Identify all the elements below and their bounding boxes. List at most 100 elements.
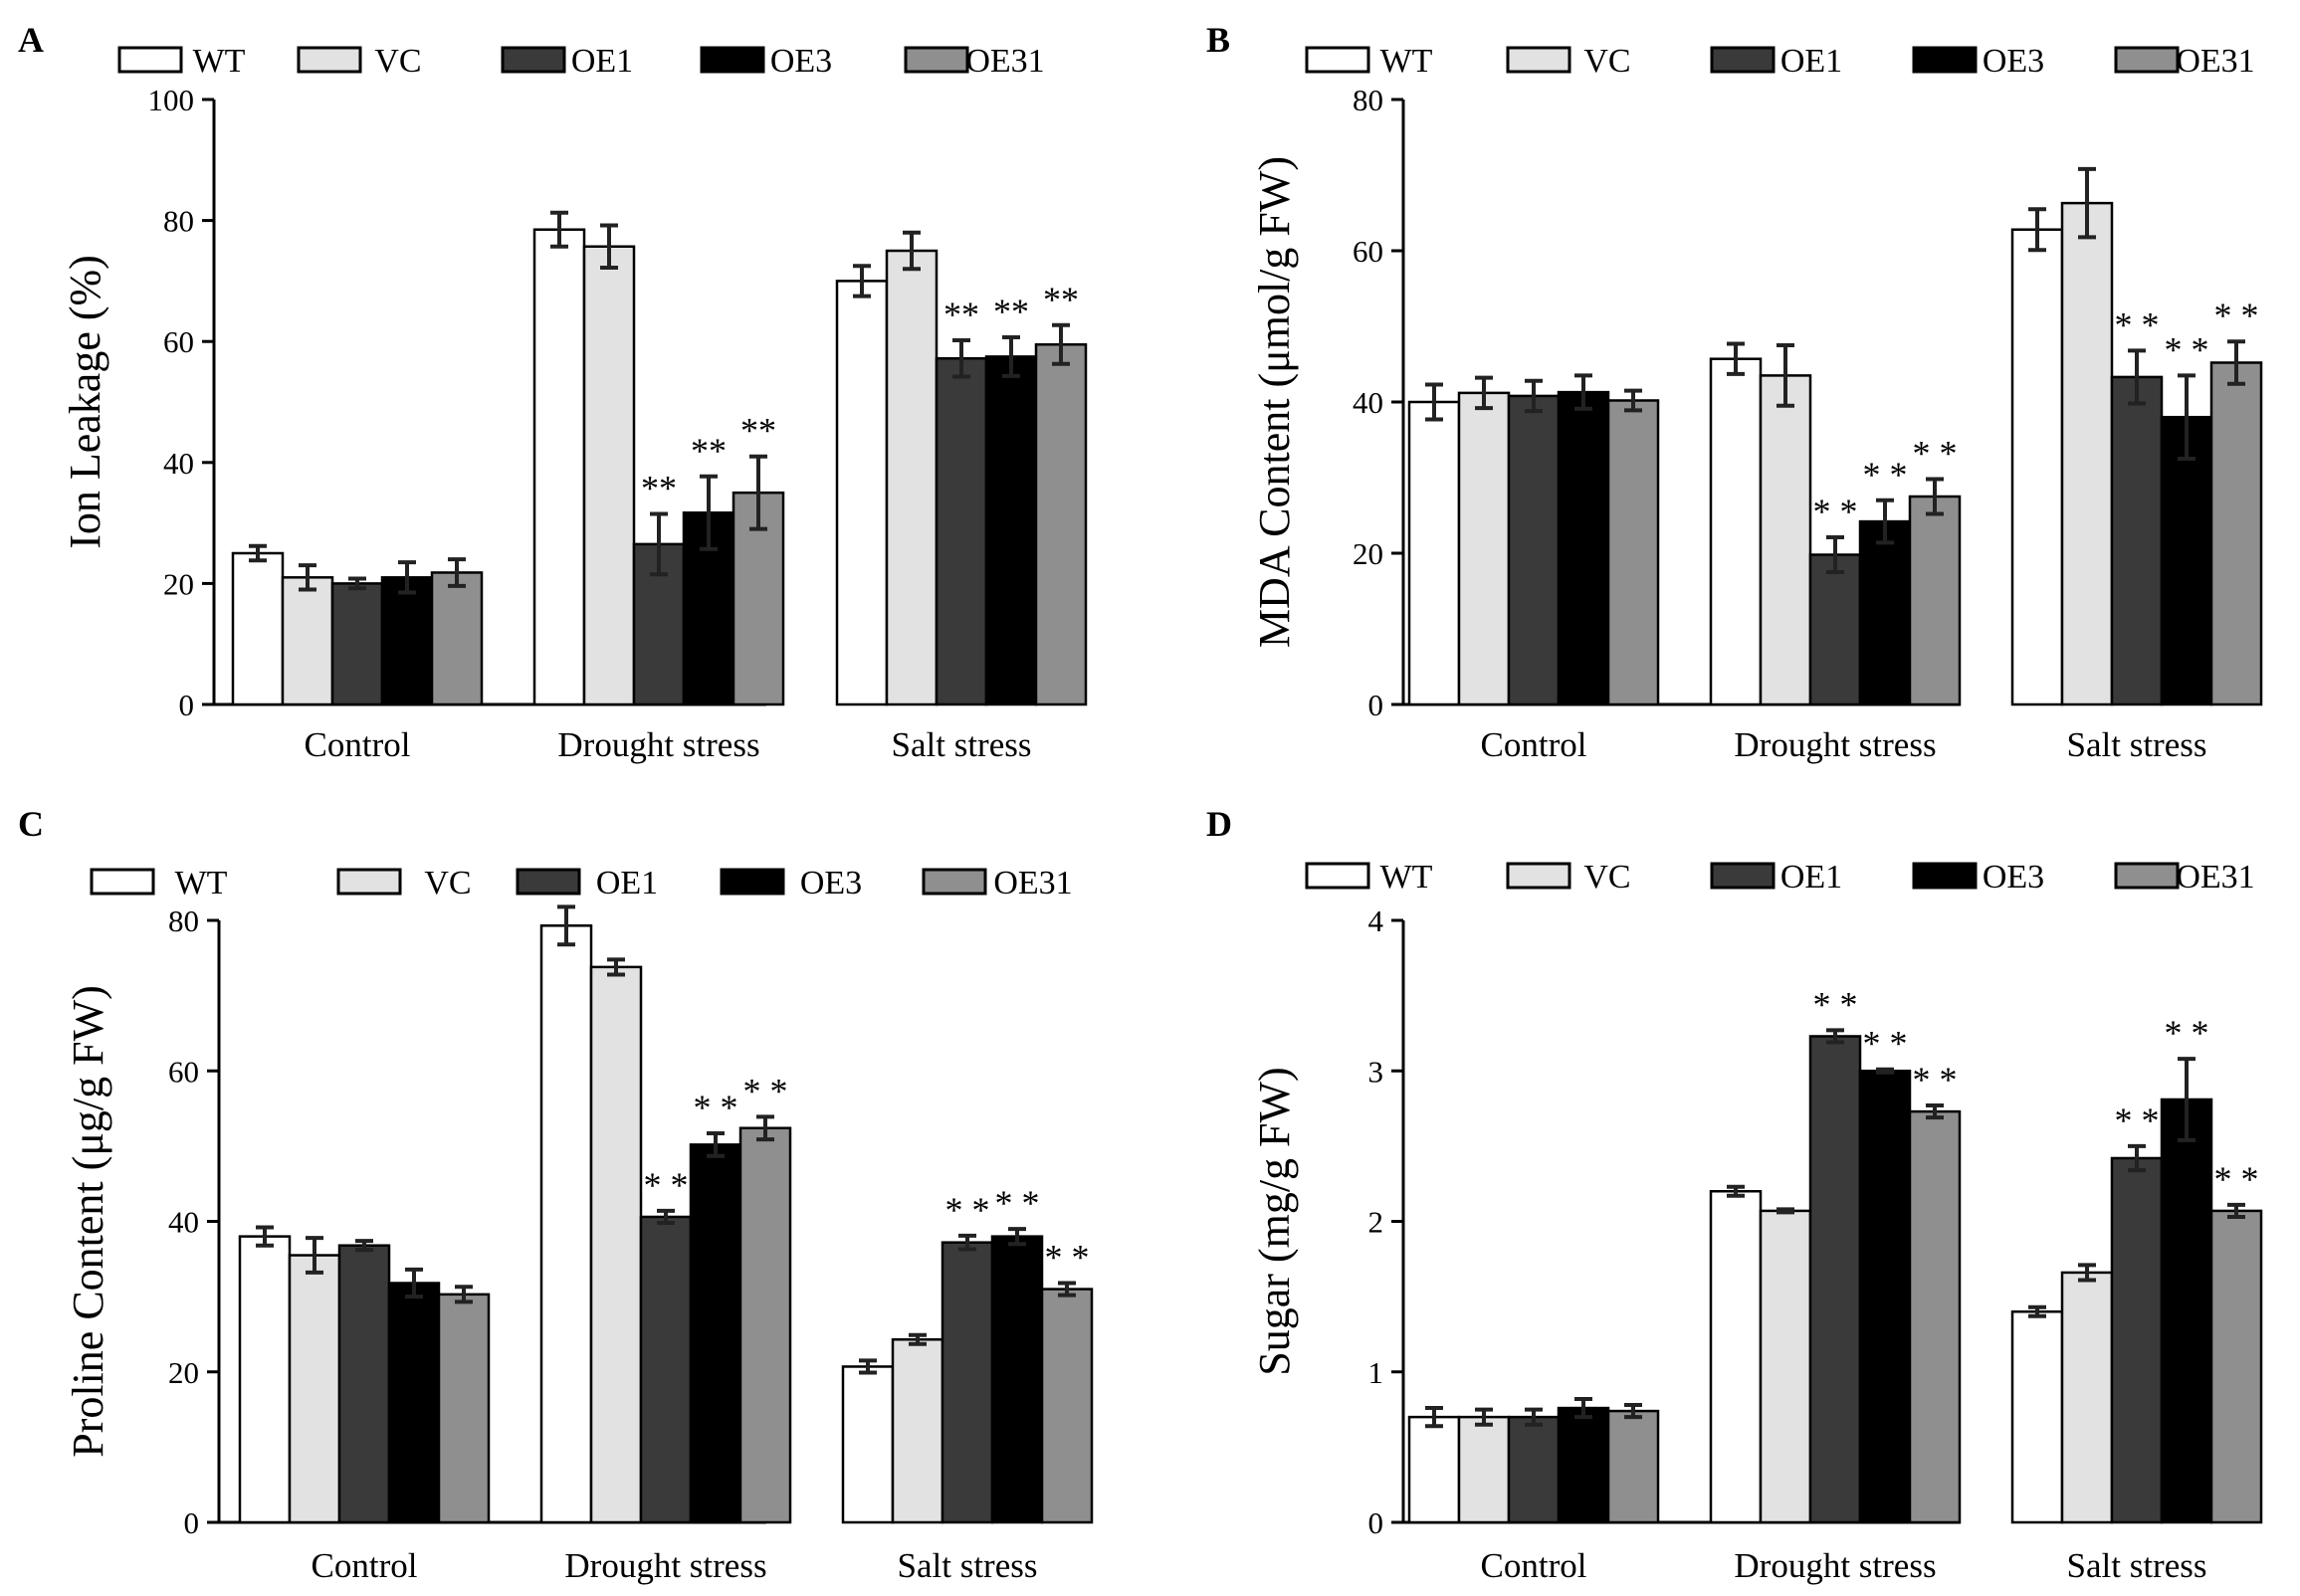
legend-swatch-wt	[1305, 46, 1370, 74]
bar-oe1	[337, 1244, 391, 1524]
y-tick-label: 60	[168, 1054, 199, 1089]
legend-label-oe3: OE3	[770, 43, 832, 80]
error-bar	[1624, 388, 1642, 413]
error-bar	[707, 1131, 725, 1158]
error-bar	[448, 557, 466, 588]
error-bar	[952, 337, 970, 379]
error-bar	[1052, 322, 1070, 366]
error-bar	[903, 230, 921, 272]
legend-label-oe31: OE31	[993, 865, 1072, 901]
bar-oe3	[990, 1235, 1044, 1524]
bar-oe3	[1858, 1070, 1912, 1524]
category-label-salt-stress: Salt stress	[898, 1546, 1038, 1585]
legend-label-vc: VC	[1583, 859, 1630, 896]
bar-group-drought-stress: * ** ** *	[1709, 984, 1962, 1524]
bar-vc	[1457, 1415, 1511, 1524]
panel-letter: D	[1206, 804, 1232, 844]
panel-a: A WT VC OE1 OE3 OE31 0 20 40 60 80 100 Ion Leakage (…	[18, 20, 1088, 764]
error-bar	[600, 223, 618, 271]
bar-group-drought-stress: * ** ** *	[1709, 341, 1962, 706]
bar-oe1	[639, 1215, 693, 1524]
legend-label-oe1: OE1	[1780, 859, 1842, 896]
significance-marker: * *	[2115, 1100, 2160, 1140]
error-bar	[756, 1114, 774, 1142]
y-tick-label: 20	[168, 1355, 199, 1390]
y-tick-label: 60	[1353, 234, 1383, 269]
panel-letter: A	[18, 20, 44, 60]
error-bar	[2178, 1057, 2195, 1142]
significance-marker: **	[691, 431, 727, 471]
error-bar	[1876, 498, 1894, 545]
bar-oe3	[380, 576, 434, 706]
significance-marker: * *	[2115, 304, 2160, 344]
legend-swatch-vc	[297, 46, 362, 74]
error-bar	[2128, 348, 2146, 406]
category-label-control: Control	[1481, 725, 1587, 764]
y-tick-label: 80	[1353, 83, 1383, 117]
bar-group-salt-stress: ** ** **	[835, 230, 1088, 706]
legend-swatch-oe3	[1912, 862, 1978, 890]
error-bar	[853, 264, 871, 299]
error-bar	[2078, 166, 2096, 240]
bar-vc	[582, 245, 636, 706]
legend-label-oe31: OE31	[965, 43, 1044, 80]
significance-marker: * *	[1045, 1238, 1090, 1278]
significance-marker: * *	[1863, 455, 1908, 495]
error-bar	[1574, 1396, 1592, 1420]
significance-marker: * *	[2165, 329, 2209, 369]
bar-vc	[885, 249, 939, 706]
bar-oe31	[1040, 1288, 1094, 1524]
legend-label-wt: WT	[175, 865, 228, 901]
bar-oe1	[935, 356, 988, 706]
significance-marker: * *	[945, 1190, 990, 1230]
error-bar	[2028, 1304, 2046, 1318]
legend-label-oe3: OE3	[1983, 859, 2044, 896]
y-tick-label: 4	[1368, 903, 1384, 938]
bar-oe31	[2209, 1209, 2263, 1524]
error-bar	[1826, 1028, 1844, 1045]
legend-swatch-vc	[336, 868, 402, 896]
y-tick-label: 40	[163, 446, 194, 481]
error-bar	[1475, 1407, 1493, 1427]
legend: WT VC OE1 OE3 OE31	[1305, 859, 2255, 896]
bar-wt	[1709, 357, 1763, 706]
legend-swatch-oe1	[1710, 862, 1776, 890]
bar-wt	[539, 924, 593, 1524]
legend: WT VC OE1 OE3 OE31	[1305, 43, 2255, 80]
bar-oe1	[330, 582, 384, 706]
panel-letter: B	[1206, 20, 1230, 60]
y-tick-label: 40	[1353, 385, 1383, 420]
error-bar	[909, 1332, 927, 1346]
bar-oe31	[437, 1293, 491, 1524]
bar-oe1	[1808, 553, 1862, 706]
legend-swatch-vc	[1506, 862, 1571, 890]
bar-group-control	[1407, 373, 1660, 706]
bar-oe31	[738, 1126, 792, 1524]
legend-label-oe3: OE3	[800, 865, 862, 901]
y-tick-label: 0	[184, 1505, 200, 1540]
error-bar	[657, 1208, 675, 1226]
significance-marker: * *	[2165, 1013, 2209, 1053]
y-tick-label: 40	[168, 1205, 199, 1240]
error-bar	[1876, 1067, 1894, 1075]
error-bar	[249, 543, 267, 563]
error-bar	[2128, 1143, 2146, 1173]
legend-swatch-vc	[1506, 46, 1571, 74]
legend-swatch-wt	[1305, 862, 1370, 890]
bar-group-drought-stress: ** ** **	[532, 210, 785, 706]
significance-marker: * *	[1863, 1024, 1908, 1064]
error-bar	[607, 957, 625, 977]
error-bar	[1525, 378, 1543, 414]
error-bar	[550, 210, 568, 249]
error-bar	[2178, 373, 2195, 461]
bar-oe1	[2110, 1156, 2164, 1524]
error-bar	[1777, 343, 1794, 408]
error-bar	[1475, 375, 1493, 411]
error-bar	[1727, 341, 1745, 376]
bar-vc	[281, 576, 334, 706]
error-bar	[2078, 1263, 2096, 1283]
legend-swatch-oe1	[501, 46, 566, 74]
bar-wt	[2010, 1310, 2064, 1524]
category-label-drought-stress: Drought stress	[1734, 1546, 1936, 1585]
